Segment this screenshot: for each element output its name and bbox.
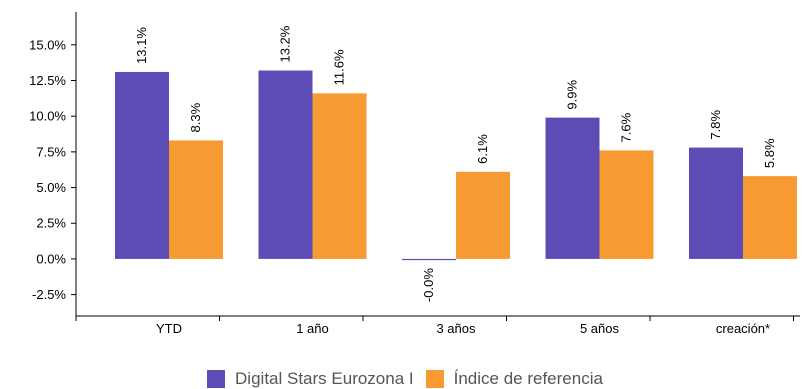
data-label-series-2: 5.8% <box>762 138 777 168</box>
y-tick-label: 0.0% <box>36 251 66 266</box>
data-label-series-1: -0.0% <box>421 268 436 302</box>
bar-series-1 <box>115 71 169 259</box>
y-tick-label: 5.0% <box>36 180 66 195</box>
bar-series-2 <box>312 93 367 259</box>
bar-series-2 <box>456 171 510 259</box>
bar-series-1 <box>689 147 743 259</box>
data-label-series-1: 7.8% <box>708 110 723 140</box>
data-label-series-2: 6.1% <box>475 134 490 164</box>
legend-label-series-2: Índice de referencia <box>453 369 603 388</box>
x-tick-label: creación* <box>716 321 770 336</box>
y-tick-label: 10.0% <box>29 109 66 124</box>
data-label-series-1: 13.2% <box>278 25 293 62</box>
bar-series-1 <box>545 117 600 259</box>
legend-item-series-2: Índice de referencia <box>425 369 603 389</box>
x-tick-label: 3 años <box>436 321 476 336</box>
bar-series-1 <box>258 70 313 259</box>
y-tick-label: 15.0% <box>29 37 66 52</box>
y-tick-label: 7.5% <box>36 144 66 159</box>
legend-label-series-1: Digital Stars Eurozona I <box>235 369 414 388</box>
y-tick-label: 2.5% <box>36 216 66 231</box>
data-label-series-1: 9.9% <box>565 80 580 110</box>
x-axis: YTD 1 año 3 años 5 años creación* <box>75 315 800 336</box>
x-tick-label: 5 años <box>580 321 620 336</box>
data-label-series-1: 13.1% <box>134 27 149 64</box>
bar-series-2 <box>743 176 797 259</box>
bar-series-2 <box>599 150 654 259</box>
legend-swatch-series-1 <box>207 370 226 388</box>
x-tick-label: YTD <box>156 321 182 336</box>
legend-swatch-series-2 <box>425 370 444 388</box>
legend-item-series-1: Digital Stars Eurozona I <box>207 369 414 389</box>
data-label-series-2: 8.3% <box>188 102 203 132</box>
data-label-series-2: 11.6% <box>332 49 347 85</box>
data-label-series-2: 7.6% <box>619 112 634 142</box>
y-tick-label: 12.5% <box>29 73 66 88</box>
x-tick-label: 1 año <box>296 321 329 336</box>
y-tick-label: -2.5% <box>32 287 66 302</box>
bar-series-1 <box>402 258 456 261</box>
data-labels: 13.1% 8.3% 13.2% 11.6% -0.0% 6.1% 9.9% 7.6% 7.8%… <box>134 25 777 302</box>
y-axis: -2.5% 0.0% 2.5% 5.0% 7.5% 10.0% 12.5% 15.0% <box>29 12 77 316</box>
legend: Digital Stars Eurozona I Índice de refer… <box>0 369 810 389</box>
bars <box>115 70 797 261</box>
bar-series-2 <box>169 140 223 259</box>
